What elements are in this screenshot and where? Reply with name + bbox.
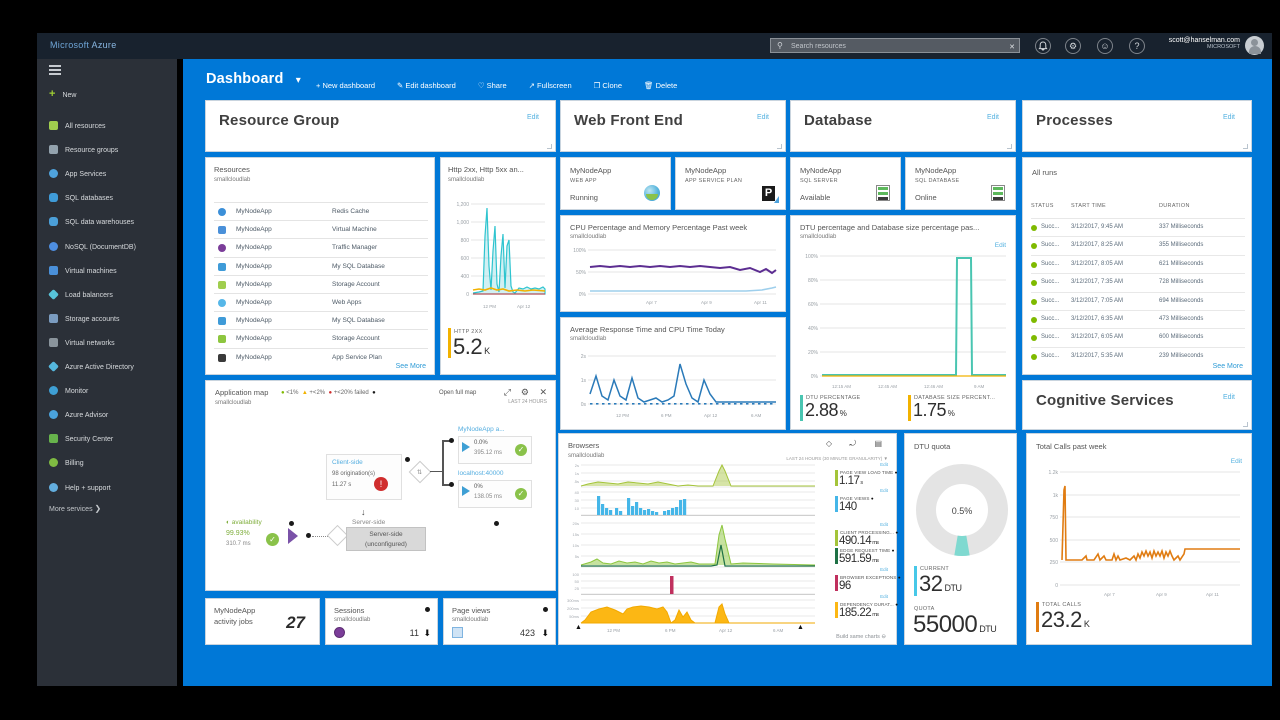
- svg-text:2s: 2s: [575, 463, 579, 468]
- svg-text:80%: 80%: [808, 278, 819, 284]
- svg-text:800: 800: [461, 238, 470, 244]
- svg-text:300ms: 300ms: [567, 598, 579, 603]
- svg-text:15s: 15s: [573, 532, 579, 537]
- svg-text:20%: 20%: [808, 350, 819, 356]
- svg-text:12 PM: 12 PM: [483, 304, 496, 309]
- svg-text:200ms: 200ms: [567, 606, 579, 611]
- svg-text:40%: 40%: [808, 326, 819, 332]
- svg-text:2s: 2s: [581, 354, 587, 360]
- svg-text:Apr 7: Apr 7: [1104, 592, 1115, 597]
- svg-text:100%: 100%: [805, 254, 818, 260]
- svg-text:1s: 1s: [575, 471, 579, 476]
- svg-text:500: 500: [1050, 538, 1059, 544]
- svg-text:12:15 AM: 12:15 AM: [832, 384, 851, 389]
- svg-text:5s: 5s: [575, 554, 579, 559]
- svg-text:600: 600: [461, 256, 470, 262]
- svg-text:40: 40: [575, 490, 580, 495]
- svg-text:1.2k: 1.2k: [1049, 470, 1059, 476]
- svg-text:1,200: 1,200: [456, 202, 469, 208]
- svg-text:750: 750: [1050, 515, 1059, 521]
- svg-text:Apr 11: Apr 11: [1206, 592, 1219, 597]
- svg-text:Apr 9: Apr 9: [1156, 592, 1167, 597]
- svg-text:400: 400: [461, 274, 470, 280]
- svg-text:1,000: 1,000: [456, 220, 469, 226]
- svg-text:0: 0: [466, 292, 469, 298]
- svg-text:12:45 AM: 12:45 AM: [878, 384, 897, 389]
- svg-text:25: 25: [575, 586, 580, 591]
- svg-text:20s: 20s: [573, 521, 579, 526]
- svg-text:0%: 0%: [579, 292, 587, 298]
- svg-text:Apr 12: Apr 12: [517, 304, 531, 309]
- svg-text:0.5%: 0.5%: [952, 506, 973, 516]
- svg-text:1k: 1k: [1053, 493, 1059, 499]
- svg-text:100%: 100%: [573, 248, 586, 254]
- svg-text:0%: 0%: [811, 374, 819, 380]
- svg-text:1s: 1s: [581, 378, 587, 384]
- svg-text:9 AM: 9 AM: [974, 384, 985, 389]
- svg-text:0s: 0s: [581, 402, 587, 408]
- svg-text:0: 0: [1055, 583, 1058, 589]
- svg-text:12:46 AM: 12:46 AM: [924, 384, 943, 389]
- svg-text:6 PM: 6 PM: [661, 413, 672, 418]
- svg-text:Apr 12: Apr 12: [704, 413, 718, 418]
- svg-text:Apr 9: Apr 9: [701, 300, 712, 305]
- svg-text:Apr 7: Apr 7: [646, 300, 657, 305]
- svg-text:50: 50: [575, 579, 580, 584]
- svg-text:30: 30: [575, 498, 580, 503]
- svg-text:250: 250: [1050, 560, 1059, 566]
- svg-text:Apr 11: Apr 11: [754, 300, 767, 305]
- svg-text:12 PM: 12 PM: [616, 413, 629, 418]
- svg-text:100: 100: [572, 572, 579, 577]
- svg-text:10: 10: [575, 506, 580, 511]
- svg-text:6 AM: 6 AM: [751, 413, 762, 418]
- svg-text:60%: 60%: [808, 302, 819, 308]
- svg-text:50ms: 50ms: [569, 614, 579, 619]
- svg-text:.5s: .5s: [574, 479, 579, 484]
- svg-text:50%: 50%: [576, 270, 587, 276]
- svg-text:10s: 10s: [573, 543, 579, 548]
